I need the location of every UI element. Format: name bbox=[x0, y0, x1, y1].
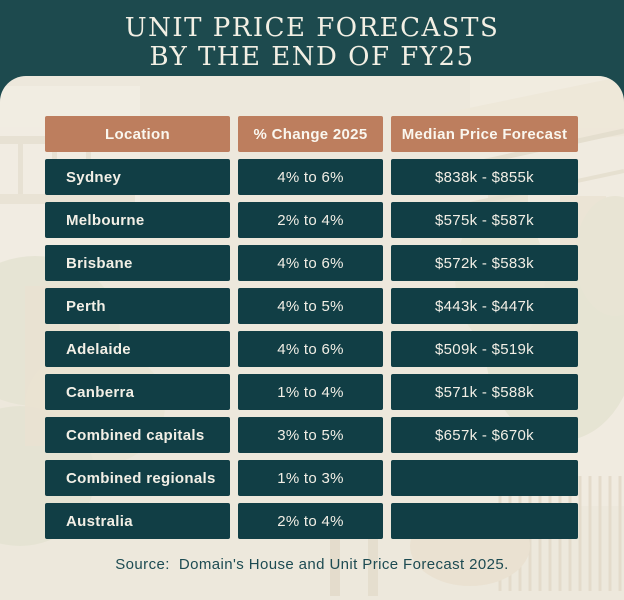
table-cell-location: Adelaide bbox=[45, 331, 230, 367]
table-cell-change: 4% to 5% bbox=[238, 288, 383, 324]
page-title-line2: BY THE END OF FY25 bbox=[149, 42, 475, 72]
table-cell-forecast: $509k - $519k bbox=[391, 331, 578, 367]
table-cell-forecast-empty bbox=[391, 460, 578, 496]
table-cell-forecast: $575k - $587k bbox=[391, 202, 578, 238]
column-header-change: % Change 2025 bbox=[238, 116, 383, 152]
table-cell-forecast: $838k - $855k bbox=[391, 159, 578, 195]
table-cell-change: 1% to 3% bbox=[238, 460, 383, 496]
table-cell-forecast: $571k - $588k bbox=[391, 374, 578, 410]
column-header-forecast: Median Price Forecast bbox=[391, 116, 578, 152]
forecast-table: Location % Change 2025 Median Price Fore… bbox=[45, 116, 578, 539]
table-cell-change: 4% to 6% bbox=[238, 331, 383, 367]
table-cell-location: Canberra bbox=[45, 374, 230, 410]
table-cell-change: 2% to 4% bbox=[238, 503, 383, 539]
column-header-location: Location bbox=[45, 116, 230, 152]
content-panel: Location % Change 2025 Median Price Fore… bbox=[0, 76, 624, 600]
table-cell-location: Melbourne bbox=[45, 202, 230, 238]
table-cell-forecast: $443k - $447k bbox=[391, 288, 578, 324]
page-title-line1: UNIT PRICE FORECASTS bbox=[124, 13, 500, 43]
table-cell-change: 1% to 4% bbox=[238, 374, 383, 410]
table-cell-location: Australia bbox=[45, 503, 230, 539]
table-cell-forecast: $657k - $670k bbox=[391, 417, 578, 453]
table-cell-location: Brisbane bbox=[45, 245, 230, 281]
table-cell-change: 4% to 6% bbox=[238, 159, 383, 195]
table-cell-location: Combined capitals bbox=[45, 417, 230, 453]
table-cell-location: Combined regionals bbox=[45, 460, 230, 496]
table-cell-change: 3% to 5% bbox=[238, 417, 383, 453]
source-attribution: Source: Domain's House and Unit Price Fo… bbox=[115, 556, 509, 573]
table-cell-forecast-empty bbox=[391, 503, 578, 539]
table-cell-change: 4% to 6% bbox=[238, 245, 383, 281]
page-title: UNIT PRICE FORECASTS BY THE END OF FY25 bbox=[0, 14, 624, 72]
table-cell-forecast: $572k - $583k bbox=[391, 245, 578, 281]
table-cell-location: Sydney bbox=[45, 159, 230, 195]
table-cell-location: Perth bbox=[45, 288, 230, 324]
table-cell-change: 2% to 4% bbox=[238, 202, 383, 238]
